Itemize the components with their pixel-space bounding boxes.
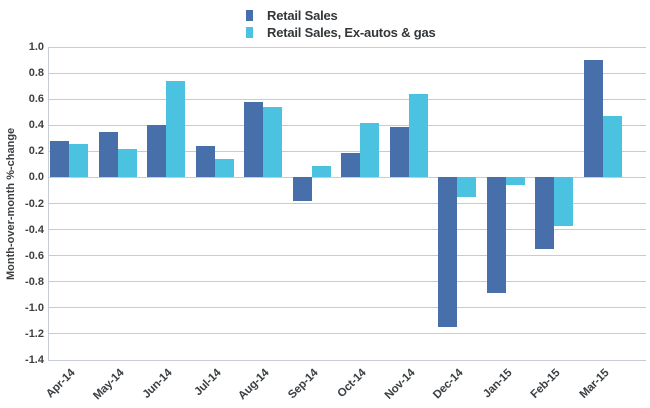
y-tick-label: -1.0	[25, 301, 44, 314]
gridline	[48, 150, 646, 152]
bar-jun-14-retail-sales	[147, 125, 166, 178]
gridline	[48, 229, 646, 231]
y-tick-label: -0.6	[25, 249, 44, 262]
bar-jan-15-retail-sales	[486, 177, 506, 294]
bar-nov-14-retail-sales	[389, 126, 409, 178]
legend-label: Retail Sales	[267, 7, 338, 23]
plot-area	[48, 46, 646, 361]
gridline	[48, 203, 646, 204]
bar-mar-15-ex-autos-gas	[602, 116, 622, 178]
y-tick-label: 0.2	[28, 145, 44, 158]
bar-may-14-retail-sales	[98, 131, 118, 178]
gridline	[48, 72, 646, 74]
bar-nov-14-ex-autos-gas	[408, 93, 428, 178]
y-tick-label: 0.0	[28, 171, 44, 184]
bar-mar-15-retail-sales	[583, 60, 603, 178]
bar-aug-14-ex-autos-gas	[263, 106, 282, 178]
bar-apr-14-ex-autos-gas	[69, 143, 88, 178]
x-tick-label: Apr-14	[44, 367, 78, 401]
legend-item: Retail Sales, Ex-autos & gas	[246, 24, 436, 40]
bar-dec-14-retail-sales	[438, 177, 457, 328]
bar-oct-14-ex-autos-gas	[360, 122, 379, 178]
bar-sep-14-ex-autos-gas	[311, 165, 331, 178]
bar-jun-14-ex-autos-gas	[166, 80, 185, 178]
y-tick-label: -0.2	[25, 197, 44, 210]
legend-item: Retail Sales	[246, 7, 436, 23]
y-tick-label: 1.0	[28, 41, 44, 53]
gridline	[48, 46, 646, 48]
gridline	[48, 124, 646, 126]
bar-feb-15-retail-sales	[535, 177, 554, 250]
legend: Retail Sales Retail Sales, Ex-autos & gas	[246, 7, 436, 41]
bar-aug-14-retail-sales	[244, 101, 263, 178]
gridline	[48, 333, 646, 335]
gridline	[48, 255, 646, 257]
legend-swatch-icon	[246, 26, 253, 38]
legend-swatch-icon	[246, 9, 253, 21]
y-tick-label: 0.4	[28, 119, 44, 132]
y-tick-label: 0.8	[28, 67, 44, 80]
gridline	[48, 98, 646, 100]
bar-jan-15-ex-autos-gas	[505, 177, 525, 186]
gridline	[48, 307, 646, 309]
legend-label: Retail Sales, Ex-autos & gas	[267, 24, 436, 40]
bar-jul-14-ex-autos-gas	[214, 159, 234, 178]
bar-feb-15-ex-autos-gas	[554, 177, 573, 226]
bar-jul-14-retail-sales	[195, 146, 215, 178]
y-tick-label: -0.8	[25, 275, 44, 288]
y-tick-label: 0.6	[28, 93, 44, 106]
y-axis-line	[48, 47, 49, 360]
bar-apr-14-retail-sales	[50, 140, 69, 178]
bar-may-14-ex-autos-gas	[117, 148, 137, 178]
y-tick-label: -1.4	[25, 354, 44, 366]
y-tick-label: -0.4	[25, 223, 44, 236]
y-tick-label: -1.2	[25, 327, 44, 340]
bar-sep-14-retail-sales	[292, 177, 312, 201]
gridline	[48, 281, 646, 283]
gridline	[48, 359, 646, 361]
gridline	[48, 176, 646, 178]
bar-oct-14-retail-sales	[341, 152, 360, 178]
bar-dec-14-ex-autos-gas	[457, 177, 476, 197]
